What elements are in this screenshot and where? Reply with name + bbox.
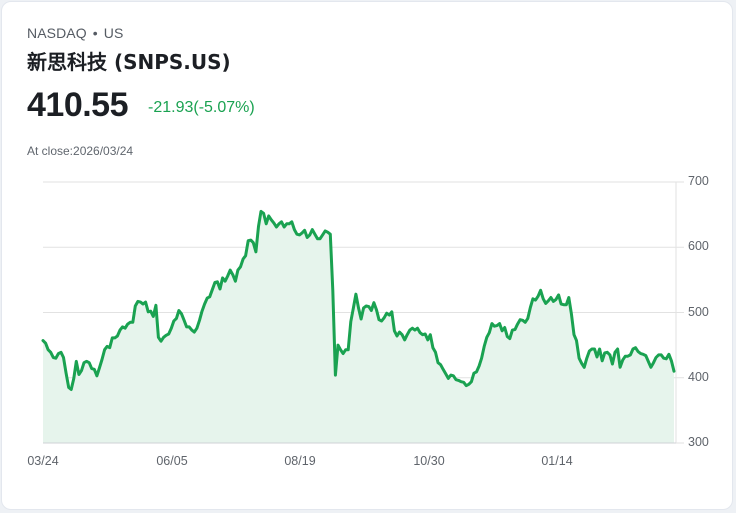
x-tick-label: 03/24 — [27, 454, 59, 468]
price-line — [41, 209, 676, 391]
y-tick-label: 700 — [688, 174, 709, 188]
x-tick-label: 06/05 — [156, 454, 188, 468]
x-tick-label: 01/14 — [541, 454, 573, 468]
stock-title: 新思科技 (SNPS.US) — [27, 50, 231, 74]
x-tick-label: 10/30 — [413, 454, 445, 468]
separator-dot: • — [92, 25, 98, 41]
exchange-line: NASDAQ • US — [27, 25, 123, 41]
y-tick-label: 500 — [688, 304, 709, 319]
y-tick-label: 400 — [688, 369, 709, 384]
x-tick-label: 08/19 — [284, 454, 316, 468]
exchange-name: NASDAQ — [27, 25, 87, 41]
current-price: 410.55 — [27, 86, 129, 124]
close-timestamp: At close:2026/03/24 — [27, 144, 134, 158]
price-change: -21.93(-5.07%) — [148, 99, 255, 116]
price-area-fill — [43, 211, 674, 443]
y-tick-label: 600 — [688, 239, 709, 254]
y-tick-label: 300 — [688, 435, 709, 449]
market-name: US — [103, 25, 124, 41]
